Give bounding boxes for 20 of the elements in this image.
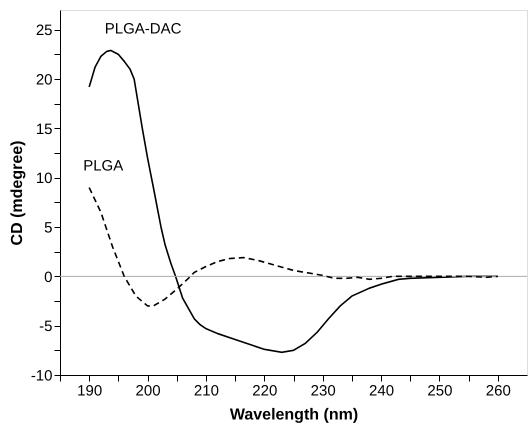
y-tick-label: 15 [36, 120, 52, 138]
x-axis-title: Wavelength (nm) [230, 406, 358, 424]
series-label: PLGA [83, 158, 124, 175]
x-tick-label: 200 [136, 382, 161, 400]
x-tick-label: 220 [252, 382, 278, 400]
series-label: PLGA-DAC [104, 20, 182, 38]
y-tick-label: 20 [36, 72, 52, 89]
x-tick-label: 210 [194, 382, 219, 400]
x-tick-label: 230 [310, 382, 336, 400]
y-tick-label: 10 [36, 170, 52, 188]
y-tick-label: 5 [44, 220, 52, 237]
y-tick-label: -5 [39, 318, 52, 336]
y-tick-label: -10 [30, 368, 52, 384]
y-tick-label: 25 [36, 22, 52, 40]
x-tick-label: 190 [77, 382, 102, 400]
x-tick-label: 250 [427, 382, 452, 400]
x-tick-label: 240 [369, 382, 394, 400]
y-tick-label: 0 [44, 268, 52, 286]
x-tick-label: 260 [486, 382, 511, 400]
y-axis-title: CD (mdegree) [8, 140, 26, 246]
